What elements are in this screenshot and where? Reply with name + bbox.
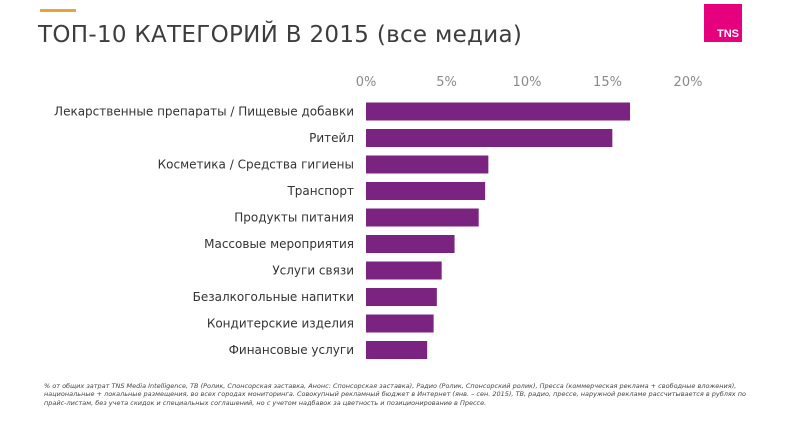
category-label: Массовые мероприятия [204,237,354,251]
category-label: Услуги связи [272,264,354,278]
footnote: % от общих затрат TNS Media Intelligence… [44,382,746,407]
x-axis-ticks: 0% 5% 10% 15% 20% [356,75,703,90]
category-label: Кондитерские изделия [207,317,354,331]
page-title: ТОП-10 КАТЕГОРИЙ В 2015 (все медиа) [38,22,523,48]
bar-chart: 0% 5% 10% 15% 20% Лекарственные препараты / … [54,75,703,359]
logo-text: TNS [717,28,739,40]
bar [366,129,613,147]
category-label: Косметика / Средства гигиены [158,158,354,172]
bar [366,102,631,121]
x-tick-label: 20% [674,75,703,90]
category-label: Лекарственные препараты / Пищевые добавк… [54,105,354,119]
bar [366,155,489,174]
bar [366,182,486,200]
bar [366,235,455,253]
bars [366,102,631,359]
accent-line [40,9,76,12]
bar [366,261,442,280]
category-labels: Лекарственные препараты / Пищевые добавк… [54,105,354,358]
x-tick-label: 0% [356,75,377,90]
x-tick-label: 5% [436,75,457,90]
tns-logo: TNS [704,4,742,42]
bar [366,208,479,227]
x-tick-label: 10% [513,75,542,90]
bar [366,341,428,359]
category-label: Ритейл [309,131,354,145]
category-label: Финансовые услуги [229,343,354,357]
x-tick-label: 15% [593,75,622,90]
category-label: Безалкогольные напитки [193,290,354,304]
bar [366,288,437,306]
category-label: Транспорт [286,184,354,198]
category-label: Продукты питания [234,211,354,225]
bar [366,314,434,333]
